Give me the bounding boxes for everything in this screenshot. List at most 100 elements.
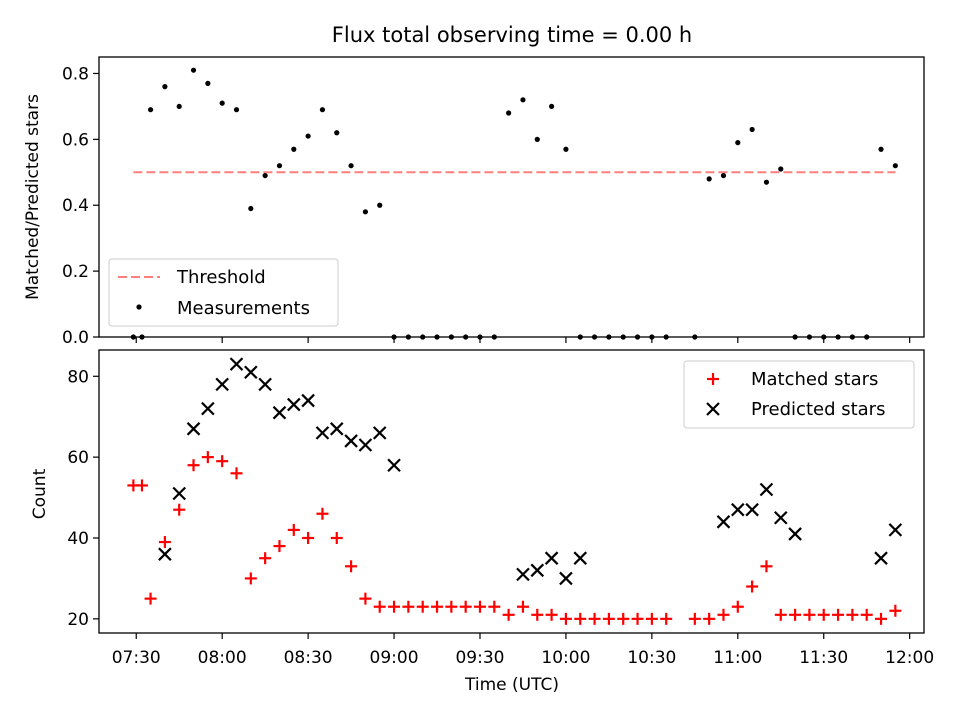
matched-stars-points — [127, 451, 902, 625]
predicted-stars-points — [158, 357, 903, 586]
matched-star-point — [660, 612, 673, 625]
matched-star-point — [158, 536, 171, 549]
predicted-star-stroke-b — [201, 401, 215, 416]
measurement-point — [849, 334, 855, 340]
measurement-point — [534, 136, 540, 142]
predicted-star-stroke-b — [172, 486, 186, 501]
measurement-point — [162, 84, 168, 90]
legend-predicted-swatch — [706, 402, 720, 416]
measurement-point — [878, 146, 884, 152]
matched-star-point — [388, 600, 401, 613]
matched-star-point — [545, 608, 558, 621]
predicted-star-stroke-b — [387, 458, 401, 472]
ratio-panel: 0.00.20.40.60.8 Matched/Predicted stars … — [23, 56, 925, 348]
predicted-star-stroke-b — [329, 422, 344, 436]
predicted-star-stroke-b — [530, 563, 545, 578]
predicted-star-stroke-b — [272, 405, 287, 420]
matched-star-point — [688, 612, 701, 625]
count-plot-area — [98, 349, 925, 634]
measurement-point — [448, 334, 454, 340]
measurement-point — [720, 172, 727, 179]
measurement-point — [391, 334, 397, 340]
predicted-star-point — [358, 438, 373, 452]
ratio-y-tick-label: 0.8 — [62, 64, 89, 84]
matched-star-point — [617, 612, 630, 625]
predicted-star-stroke-b — [186, 422, 201, 436]
predicted-star-point — [530, 563, 545, 578]
predicted-star-point — [788, 527, 802, 541]
matched-star-point — [259, 552, 272, 565]
predicted-star-stroke-b — [258, 377, 272, 392]
matched-star-point — [832, 608, 845, 621]
matched-star-point — [345, 560, 358, 573]
measurement-point — [606, 334, 612, 340]
predicted-star-stroke-b — [244, 365, 258, 380]
x-tick-label: 08:30 — [284, 648, 333, 668]
measurement-point — [291, 146, 297, 152]
matched-star-point — [230, 467, 243, 480]
measurement-point — [520, 97, 526, 103]
predicted-star-point — [759, 482, 774, 497]
measurement-point — [190, 67, 197, 73]
measurement-point — [892, 163, 898, 169]
measurement-point — [491, 334, 497, 340]
matched-star-point — [473, 600, 486, 613]
measurement-point — [248, 205, 254, 212]
predicted-star-stroke-b — [344, 434, 358, 448]
x-axis-label: Time (UTC) — [464, 675, 559, 695]
matched-star-point — [173, 503, 186, 516]
predicted-star-point — [745, 502, 759, 517]
predicted-star-point — [344, 434, 358, 448]
matched-star-point — [488, 600, 501, 613]
predicted-star-point — [186, 422, 201, 436]
measurement-point — [506, 110, 512, 116]
matched-star-point — [774, 608, 787, 621]
measurement-point — [147, 107, 154, 113]
predicted-star-point — [201, 401, 215, 416]
matched-star-point — [316, 507, 329, 520]
measurement-point — [420, 334, 426, 340]
matched-star-point — [889, 604, 902, 617]
measurement-point — [835, 334, 841, 340]
ratio-legend: Threshold Measurements — [108, 258, 339, 327]
matched-star-point — [846, 608, 859, 621]
matched-star-point — [416, 600, 429, 613]
matched-star-point — [588, 612, 601, 625]
measurement-point — [792, 334, 798, 340]
matched-star-point — [803, 608, 816, 621]
measurement-point — [591, 334, 598, 340]
x-tick-label: 09:30 — [455, 648, 504, 668]
predicted-star-stroke-b — [315, 426, 330, 440]
matched-star-point — [502, 608, 515, 621]
predicted-star-stroke-b — [788, 527, 802, 541]
predicted-star-point — [387, 458, 401, 472]
predicted-star-point — [874, 551, 888, 565]
measurement-point — [620, 334, 626, 340]
x-tick-label: 12:00 — [885, 648, 934, 668]
measurement-point — [139, 334, 145, 340]
predicted-star-point — [773, 511, 788, 525]
matched-star-point — [746, 580, 759, 593]
legend-predicted-label: Predicted stars — [751, 399, 885, 420]
predicted-star-stroke-b — [559, 571, 573, 586]
measurement-point — [262, 172, 268, 179]
predicted-star-point — [287, 397, 301, 412]
predicted-star-point — [888, 523, 903, 537]
count-x-ticks: 07:30 08:00 08:30 09:00 09:30 10:00 10:30 11:00… — [112, 633, 934, 668]
count-y-tick-label: 60 — [67, 448, 89, 468]
ratio-y-axis-label: Matched/Predicted stars — [23, 94, 43, 300]
x-tick-label: 07:30 — [112, 648, 161, 668]
count-panel: 20 40 60 80 07:30 08:00 08:30 09:00 09:30 10:00 1… — [30, 349, 934, 695]
x-tick-label: 11:30 — [799, 648, 848, 668]
measurement-point — [377, 202, 383, 208]
predicted-star-point — [272, 405, 287, 420]
measurement-points — [130, 67, 898, 340]
predicted-star-point — [573, 551, 588, 565]
matched-star-point — [302, 531, 315, 544]
measurement-point — [463, 334, 469, 340]
count-y-axis-label: Count — [30, 468, 50, 519]
measurement-point — [405, 334, 411, 340]
matched-star-point — [445, 600, 458, 613]
